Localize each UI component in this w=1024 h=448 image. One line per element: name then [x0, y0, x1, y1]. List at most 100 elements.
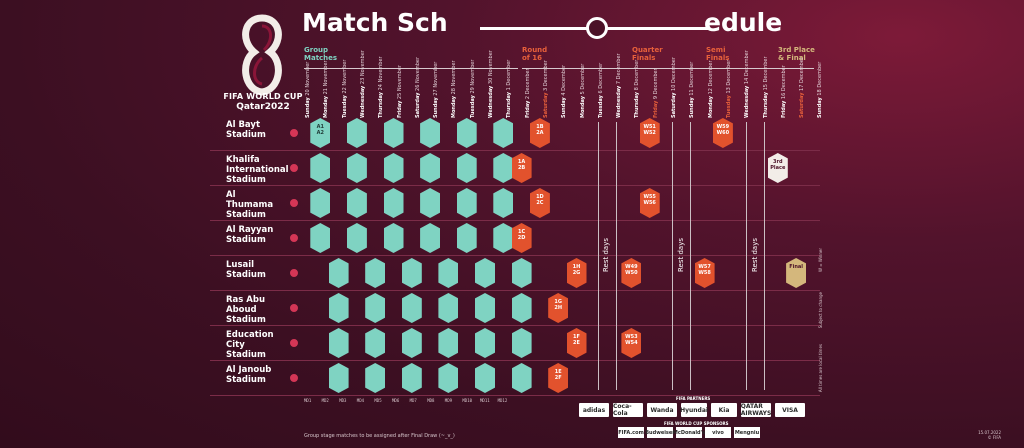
matchday-code: MD10 [462, 398, 473, 403]
day-name: Wednesday [359, 85, 366, 118]
stage-round-of-16: Round of 16 [522, 46, 548, 62]
stage-quarter-finals: Quarter Finals [632, 46, 663, 62]
sponsor-logo: Budweiser [645, 427, 675, 438]
sponsor-logo: Mengniu [734, 427, 760, 438]
group-match [365, 293, 386, 323]
day-header: Tuesday 22 November [341, 60, 353, 118]
row-divider [210, 150, 820, 151]
group-match [328, 328, 349, 358]
group-match [456, 153, 477, 183]
sponsor-logo: FIFA.com [618, 427, 644, 438]
stadium-label: Khalifa International Stadium [226, 155, 289, 185]
group-match [420, 118, 441, 148]
logo-wordmark: FIFA WORLD CUP [223, 92, 303, 101]
day-header: Sunday 11 December [689, 62, 700, 118]
rest-divider [616, 122, 617, 390]
sponsor-logo: McDonald's [673, 427, 705, 438]
matchday-code: MD12 [497, 398, 508, 403]
partner-logo: QATAR AIRWAYS [740, 403, 772, 417]
matchday-code: MD6 [392, 398, 400, 403]
group-match [511, 258, 532, 288]
day-header: Friday 9 December [653, 68, 664, 118]
day-header: Saturday 17 December [799, 57, 810, 118]
day-name: Monday [451, 95, 458, 118]
stadium-marker-icon [290, 129, 298, 137]
day-name: Tuesday [341, 95, 348, 118]
matchday-code: MD1 [304, 398, 312, 403]
stadium-label: Al Bayt Stadium [226, 120, 266, 140]
round-of-16-match: 1B 2A [529, 118, 550, 148]
round-of-16-match: 1A 2B [511, 153, 532, 183]
group-match [383, 188, 404, 218]
day-date: 20 November [305, 61, 311, 96]
day-date: 23 November [359, 50, 366, 85]
stadium-label: Ras Abu Aboud Stadium [226, 295, 266, 325]
group-match [383, 223, 404, 253]
rest-days-label: Rest days [751, 238, 759, 272]
group-match [401, 293, 422, 323]
day-date: 10 December [671, 57, 677, 91]
day-header: Sunday 18 December [817, 62, 828, 118]
group-match [365, 328, 386, 358]
group-match [328, 293, 349, 323]
day-header: Wednesday 14 December [744, 50, 755, 118]
side-note: All times are local times [818, 344, 823, 393]
day-date: 12 December [707, 60, 714, 95]
footnote: Group stage matches to be assigned after… [304, 433, 455, 439]
third-place-match: 3rd Place [767, 153, 788, 183]
day-name: Monday [707, 95, 714, 118]
final-match: Final [786, 258, 807, 288]
group-match [420, 188, 441, 218]
round-of-16-match: 1G 2H [548, 293, 569, 323]
day-name: Wednesday [488, 85, 494, 118]
day-name: Thursday [762, 91, 769, 118]
matchday-code: MD9 [444, 398, 453, 403]
group-match [511, 363, 532, 393]
day-name: Thursday [506, 91, 513, 118]
day-name: Sunday [433, 97, 440, 118]
matchday-code: MD2 [321, 398, 329, 403]
day-date: 27 November [433, 61, 440, 96]
day-date: 24 November [378, 56, 385, 91]
stadium-label: Lusail Stadium [226, 260, 266, 280]
group-match [365, 258, 386, 288]
stadium-marker-icon [290, 199, 298, 207]
day-date: 16 December [780, 65, 787, 100]
row-divider [210, 325, 820, 326]
day-date: 30 November [488, 50, 494, 85]
group-match [456, 223, 477, 253]
day-name: Thursday [378, 91, 385, 118]
rest-divider [598, 122, 599, 390]
day-name: Saturday [671, 92, 677, 118]
day-header: Wednesday 7 December [616, 53, 627, 118]
group-match [420, 223, 441, 253]
day-header: Tuesday 6 December [597, 63, 609, 118]
day-name: Monday [323, 95, 330, 118]
day-name: Saturday [799, 92, 806, 118]
day-name: Wednesday [744, 85, 751, 118]
day-name: Tuesday [597, 95, 604, 118]
rest-divider [690, 122, 691, 390]
semi-final-match: W57 W58 [694, 258, 715, 288]
day-name: Saturday [542, 92, 549, 118]
partner-logo: Wanda [647, 403, 677, 417]
row-divider [210, 395, 820, 396]
day-date: 5 December [579, 63, 586, 95]
day-header: Thursday 8 December [634, 60, 645, 118]
stage-final: 3rd Place & Final [778, 46, 815, 62]
day-name: Tuesday [469, 95, 476, 118]
stadium-marker-icon [290, 339, 298, 347]
group-match [383, 118, 404, 148]
matchday-code: MD4 [356, 398, 365, 403]
rest-divider [764, 122, 765, 390]
day-name: Monday [579, 95, 586, 118]
matchday-code: MD11 [480, 398, 490, 403]
wc-sponsors-title: FIFA WORLD CUP SPONSORS [664, 421, 729, 426]
day-name: Sunday [689, 97, 696, 118]
stadium-marker-icon [290, 269, 298, 277]
day-header: Tuesday 29 November [469, 60, 481, 118]
quarter-final-match: W51 W52 [639, 118, 660, 148]
quarter-final-match: W53 W54 [621, 328, 642, 358]
day-date: 14 December [744, 50, 751, 85]
logo-edition: Qatar2022 [236, 102, 290, 112]
